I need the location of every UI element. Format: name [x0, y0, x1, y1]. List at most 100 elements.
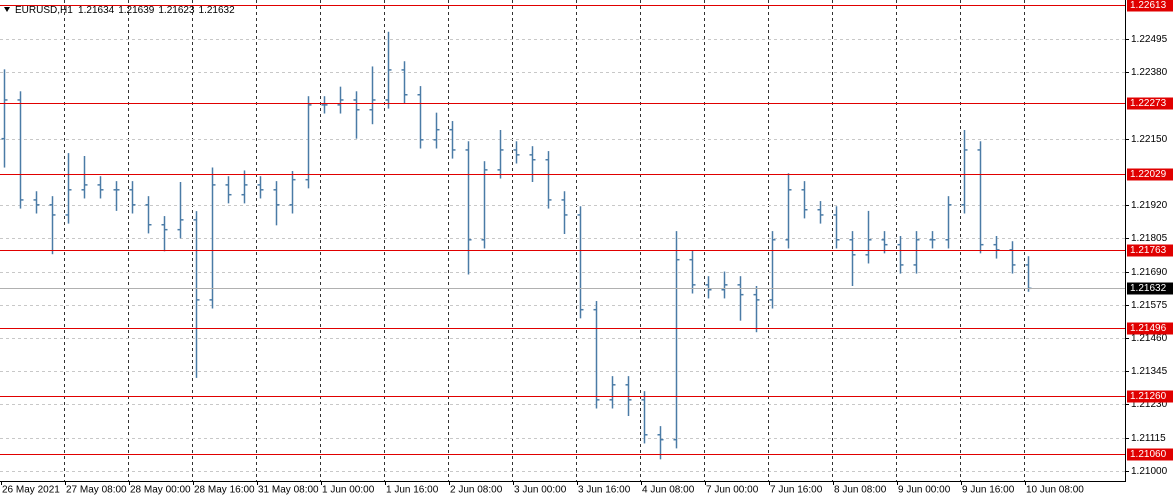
level-label-box [1127, 168, 1173, 181]
ohlc-bar [113, 181, 120, 211]
ohlc-bar [961, 130, 968, 214]
y-tick-label: 1.22380 [1131, 67, 1168, 78]
ohlc-bar [465, 141, 472, 275]
x-tick-label: 1 Jun 16:00 [386, 485, 439, 496]
ohlc-bar [769, 231, 776, 309]
ohlc-bar [737, 276, 744, 321]
ohlc-bar [513, 141, 520, 164]
x-tick-label: 3 Jun 00:00 [514, 485, 567, 496]
level-label-box [1127, 448, 1173, 461]
ohlc-bar [529, 146, 536, 182]
ohlc-bar [225, 176, 232, 204]
chart-header: EURUSD,H1 1.21634 1.21639 1.21623 1.21632 [15, 5, 235, 16]
ohlc-bar [785, 173, 792, 249]
x-tick-label: 4 Jun 08:00 [642, 485, 695, 496]
x-tick-label: 1 Jun 00:00 [322, 485, 375, 496]
x-tick-label: 9 Jun 16:00 [962, 485, 1015, 496]
y-tick-label: 1.21920 [1131, 200, 1168, 211]
level-label: 1.22613 [1130, 0, 1167, 11]
x-tick-label: 7 Jun 00:00 [706, 485, 759, 496]
level-label: 1.22029 [1130, 169, 1167, 180]
ohlc-bar [689, 251, 696, 294]
ohlc-bar [641, 391, 648, 444]
ohlc-bar [209, 167, 216, 309]
ohlc-bar [273, 181, 280, 226]
level-label-box [1127, 322, 1173, 335]
ohlc-bar [305, 96, 312, 189]
quote-open: 1.21634 [78, 5, 115, 16]
ohlc-bar [993, 236, 1000, 259]
ohlc-bar [289, 171, 296, 214]
level-label: 1.21763 [1130, 245, 1167, 256]
ohlc-bar [1, 69, 8, 168]
ohlc-bar [241, 170, 248, 204]
ohlc-bar [257, 176, 264, 199]
ohlc-bar [705, 276, 712, 299]
ohlc-bar [881, 231, 888, 254]
ohlc-bar [337, 86, 344, 114]
ohlc-bar [593, 301, 600, 409]
x-tick-label: 27 May 08:00 [66, 485, 127, 496]
y-tick-label: 1.22495 [1131, 34, 1168, 45]
ohlc-bar [161, 216, 168, 252]
ohlc-bar [385, 31, 392, 109]
quote-close: 1.21632 [199, 5, 236, 16]
ohlc-bar [97, 176, 104, 199]
ohlc-bar [833, 206, 840, 249]
ohlc-bar [801, 181, 808, 219]
ohlc-bar [945, 196, 952, 249]
x-tick-label: 8 Jun 08:00 [834, 485, 887, 496]
y-tick-label: 1.21000 [1131, 466, 1168, 477]
symbol: EURUSD,H1 [15, 5, 73, 16]
ohlc-bar [145, 196, 152, 234]
ohlc-bar [401, 61, 408, 104]
ohlc-bar [577, 206, 584, 319]
x-tick-label: 2 Jun 08:00 [450, 485, 503, 496]
ohlc-bar [433, 112, 440, 149]
x-tick-label: 10 Jun 08:00 [1026, 485, 1084, 496]
level-label: 1.21260 [1130, 391, 1167, 402]
ohlc-bar [481, 161, 488, 249]
y-tick-label: 1.21575 [1131, 300, 1168, 311]
ohlc-bar [913, 231, 920, 274]
ohlc-bar [17, 91, 24, 209]
y-tick-label: 1.21805 [1131, 233, 1168, 244]
ohlc-bar [65, 153, 72, 224]
current-price-box [1127, 282, 1173, 295]
ohlc-bar [849, 231, 856, 286]
ohlc-bar [561, 191, 568, 234]
current-price-label: 1.21632 [1130, 283, 1167, 294]
y-tick-label: 1.21230 [1131, 399, 1168, 410]
x-tick-label: 28 May 16:00 [194, 485, 255, 496]
ohlc-bar [449, 121, 456, 159]
ohlc-bar [33, 191, 40, 214]
y-tick-label: 1.21345 [1131, 366, 1168, 377]
y-tick-label: 1.22150 [1131, 134, 1168, 145]
ohlc-bar [865, 210, 872, 264]
ohlc-bar [929, 231, 936, 249]
collapse-icon[interactable] [4, 7, 10, 12]
x-tick-label: 26 May 2021 [2, 485, 60, 496]
ohlc-bar [49, 196, 56, 255]
ohlc-bar [1009, 241, 1016, 274]
ohlc-bar [657, 426, 664, 460]
x-tick-label: 9 Jun 00:00 [898, 485, 951, 496]
quote-low: 1.21623 [158, 5, 195, 16]
level-label-box [1127, 244, 1173, 257]
ohlc-bar [721, 271, 728, 299]
ohlc-bar [129, 181, 136, 214]
ohlc-bar [497, 130, 504, 179]
ohlc-bar [753, 286, 760, 333]
quote-high: 1.21639 [118, 5, 155, 16]
ohlc-bar [177, 182, 184, 239]
ohlc-bar [353, 91, 360, 139]
ohlc-bar [977, 141, 984, 254]
ohlc-bar [817, 201, 824, 224]
ohlc-bar [369, 66, 376, 125]
ohlc-bar [417, 86, 424, 149]
y-tick-label: 1.21115 [1131, 433, 1166, 444]
x-tick-label: 3 Jun 16:00 [578, 485, 631, 496]
ohlc-bar [321, 96, 328, 114]
level-label-box [1127, 97, 1173, 110]
